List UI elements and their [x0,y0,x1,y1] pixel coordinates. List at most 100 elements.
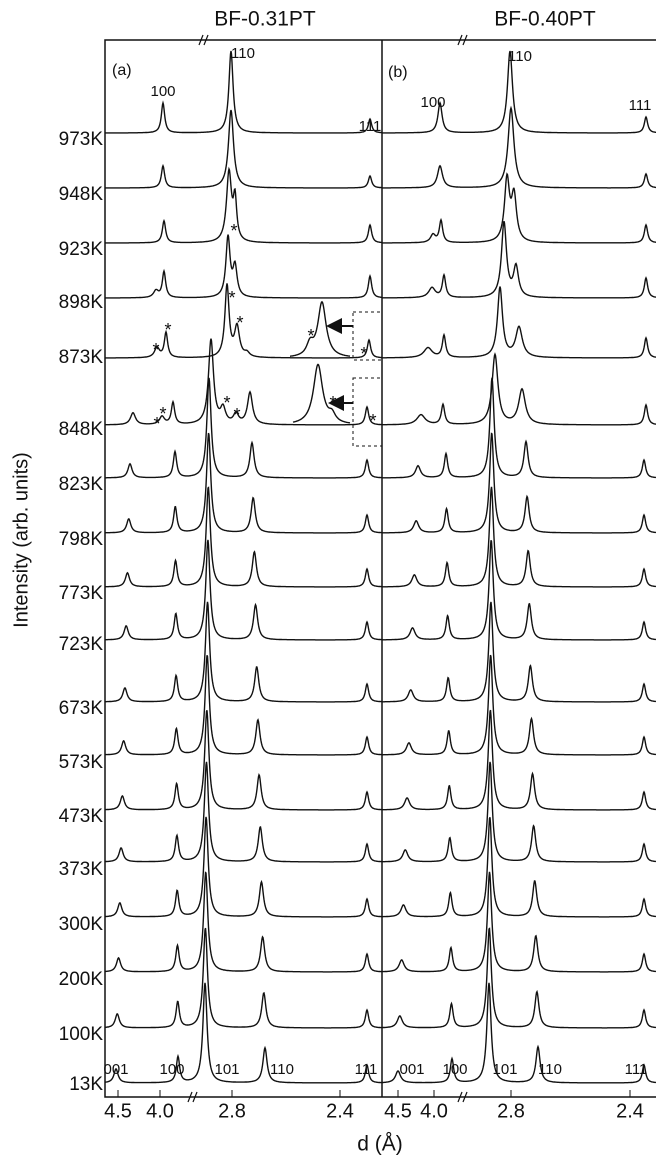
temperature-label: 300K [59,914,104,935]
diffraction-trace [105,283,382,359]
diffraction-trace [382,927,656,1029]
diffraction-trace [382,817,656,918]
peak-label: 100 [442,1061,467,1078]
x-tick-label: 2.4 [326,1100,354,1122]
asterisk: * [307,326,314,346]
asterisk: * [329,393,336,413]
inset-boxes [352,311,383,447]
asterisk: * [152,340,159,360]
y-axis-label: Intensity (arb. units) [10,452,32,628]
diffraction-trace [382,286,656,359]
diffraction-trace [105,927,382,1029]
diffraction-trace [382,654,656,756]
diffraction-trace [105,655,382,756]
diffraction-trace [105,486,382,588]
peak-label: 001 [103,1061,128,1078]
diffraction-trace [382,50,656,134]
diffraction-trace [382,221,656,299]
diffraction-trace [105,601,382,703]
peak-label: 001 [399,1061,424,1078]
asterisk: * [236,313,243,333]
peak-label: 101 [214,1061,239,1078]
asterisk: * [159,404,166,424]
x-tick-label: 4.5 [384,1100,412,1122]
peak-label: 101 [492,1061,517,1078]
diffraction-trace [105,432,382,534]
temperature-label: 848K [59,419,104,440]
diffraction-trace [292,363,351,424]
diffraction-trace [382,105,656,189]
peak-label: 110 [538,1061,562,1078]
diffraction-trace [105,166,382,244]
temperature-label: 948K [59,184,104,205]
temperature-label: 798K [59,529,104,550]
plot-frame [104,39,656,1098]
diffraction-trace [382,486,656,588]
x-tick-label: 2.8 [218,1100,246,1122]
peak-label: 111 [359,118,382,135]
x-tick-label: 4.5 [104,1100,132,1122]
diffraction-trace [382,871,656,973]
panel-title: BF-0.40PT [494,8,596,31]
asterisk: * [230,221,237,241]
temperature-label: 773K [59,583,104,604]
temperature-label: 373K [59,859,104,880]
temperature-label: 873K [59,347,104,368]
temperature-label: 973K [59,129,104,150]
x-tick-label: 2.8 [497,1100,525,1122]
diffraction-trace [382,377,656,479]
panel-title: BF-0.31PT [214,8,316,31]
temperature-label: 573K [59,752,104,773]
panel-tag: (a) [112,62,132,79]
peak-label: 111 [629,97,652,114]
diffraction-trace [382,540,656,641]
diffraction-trace [382,352,656,426]
temperature-label: 100K [59,1024,104,1045]
asterisk: * [164,320,171,340]
diffraction-trace [382,761,656,863]
x-tick-label: 2.4 [616,1100,644,1122]
diffraction-trace [382,982,656,1084]
temperature-label: 473K [59,806,104,827]
axis-breaks [187,34,468,1103]
diffraction-trace [382,432,656,534]
peak-label: 100 [420,94,445,111]
peak-label: 111 [625,1061,648,1078]
peak-label: 100 [159,1061,184,1078]
diffraction-trace [382,172,656,244]
diffraction-trace [382,709,656,811]
peak-label: 100 [150,83,175,100]
diffraction-trace [105,338,382,426]
diffraction-trace [105,109,382,189]
temperature-label: 673K [59,698,104,719]
x-axis-label: d (Å) [357,1133,403,1156]
diffraction-trace [105,234,382,299]
diffraction-trace [105,539,382,641]
asterisk: * [360,344,367,364]
temperature-label: 898K [59,292,104,313]
peak-label: 110 [508,48,532,65]
temperature-label: 13K [69,1074,103,1095]
x-tick-label: 4.0 [146,1100,174,1122]
diffraction-trace [105,761,382,863]
peak-label: 110 [231,45,255,62]
diffraction-trace [290,300,351,357]
diffraction-trace [105,50,382,134]
peak-label: 111 [355,1061,378,1078]
asterisk: * [233,405,240,425]
asterisk: * [153,414,160,434]
diffraction-trace [105,816,382,918]
x-tick-label: 4.0 [420,1100,448,1122]
diffraction-trace [105,710,382,811]
temperature-label: 823K [59,474,104,495]
temperature-label: 723K [59,634,104,655]
panel-tag: (b) [388,64,408,81]
diffraction-trace [105,871,382,973]
temperature-label: 923K [59,239,104,260]
asterisk: * [228,288,235,308]
peak-label: 110 [270,1061,294,1078]
asterisk: * [223,393,230,413]
asterisk: * [369,411,376,431]
temperature-label: 200K [59,969,104,990]
